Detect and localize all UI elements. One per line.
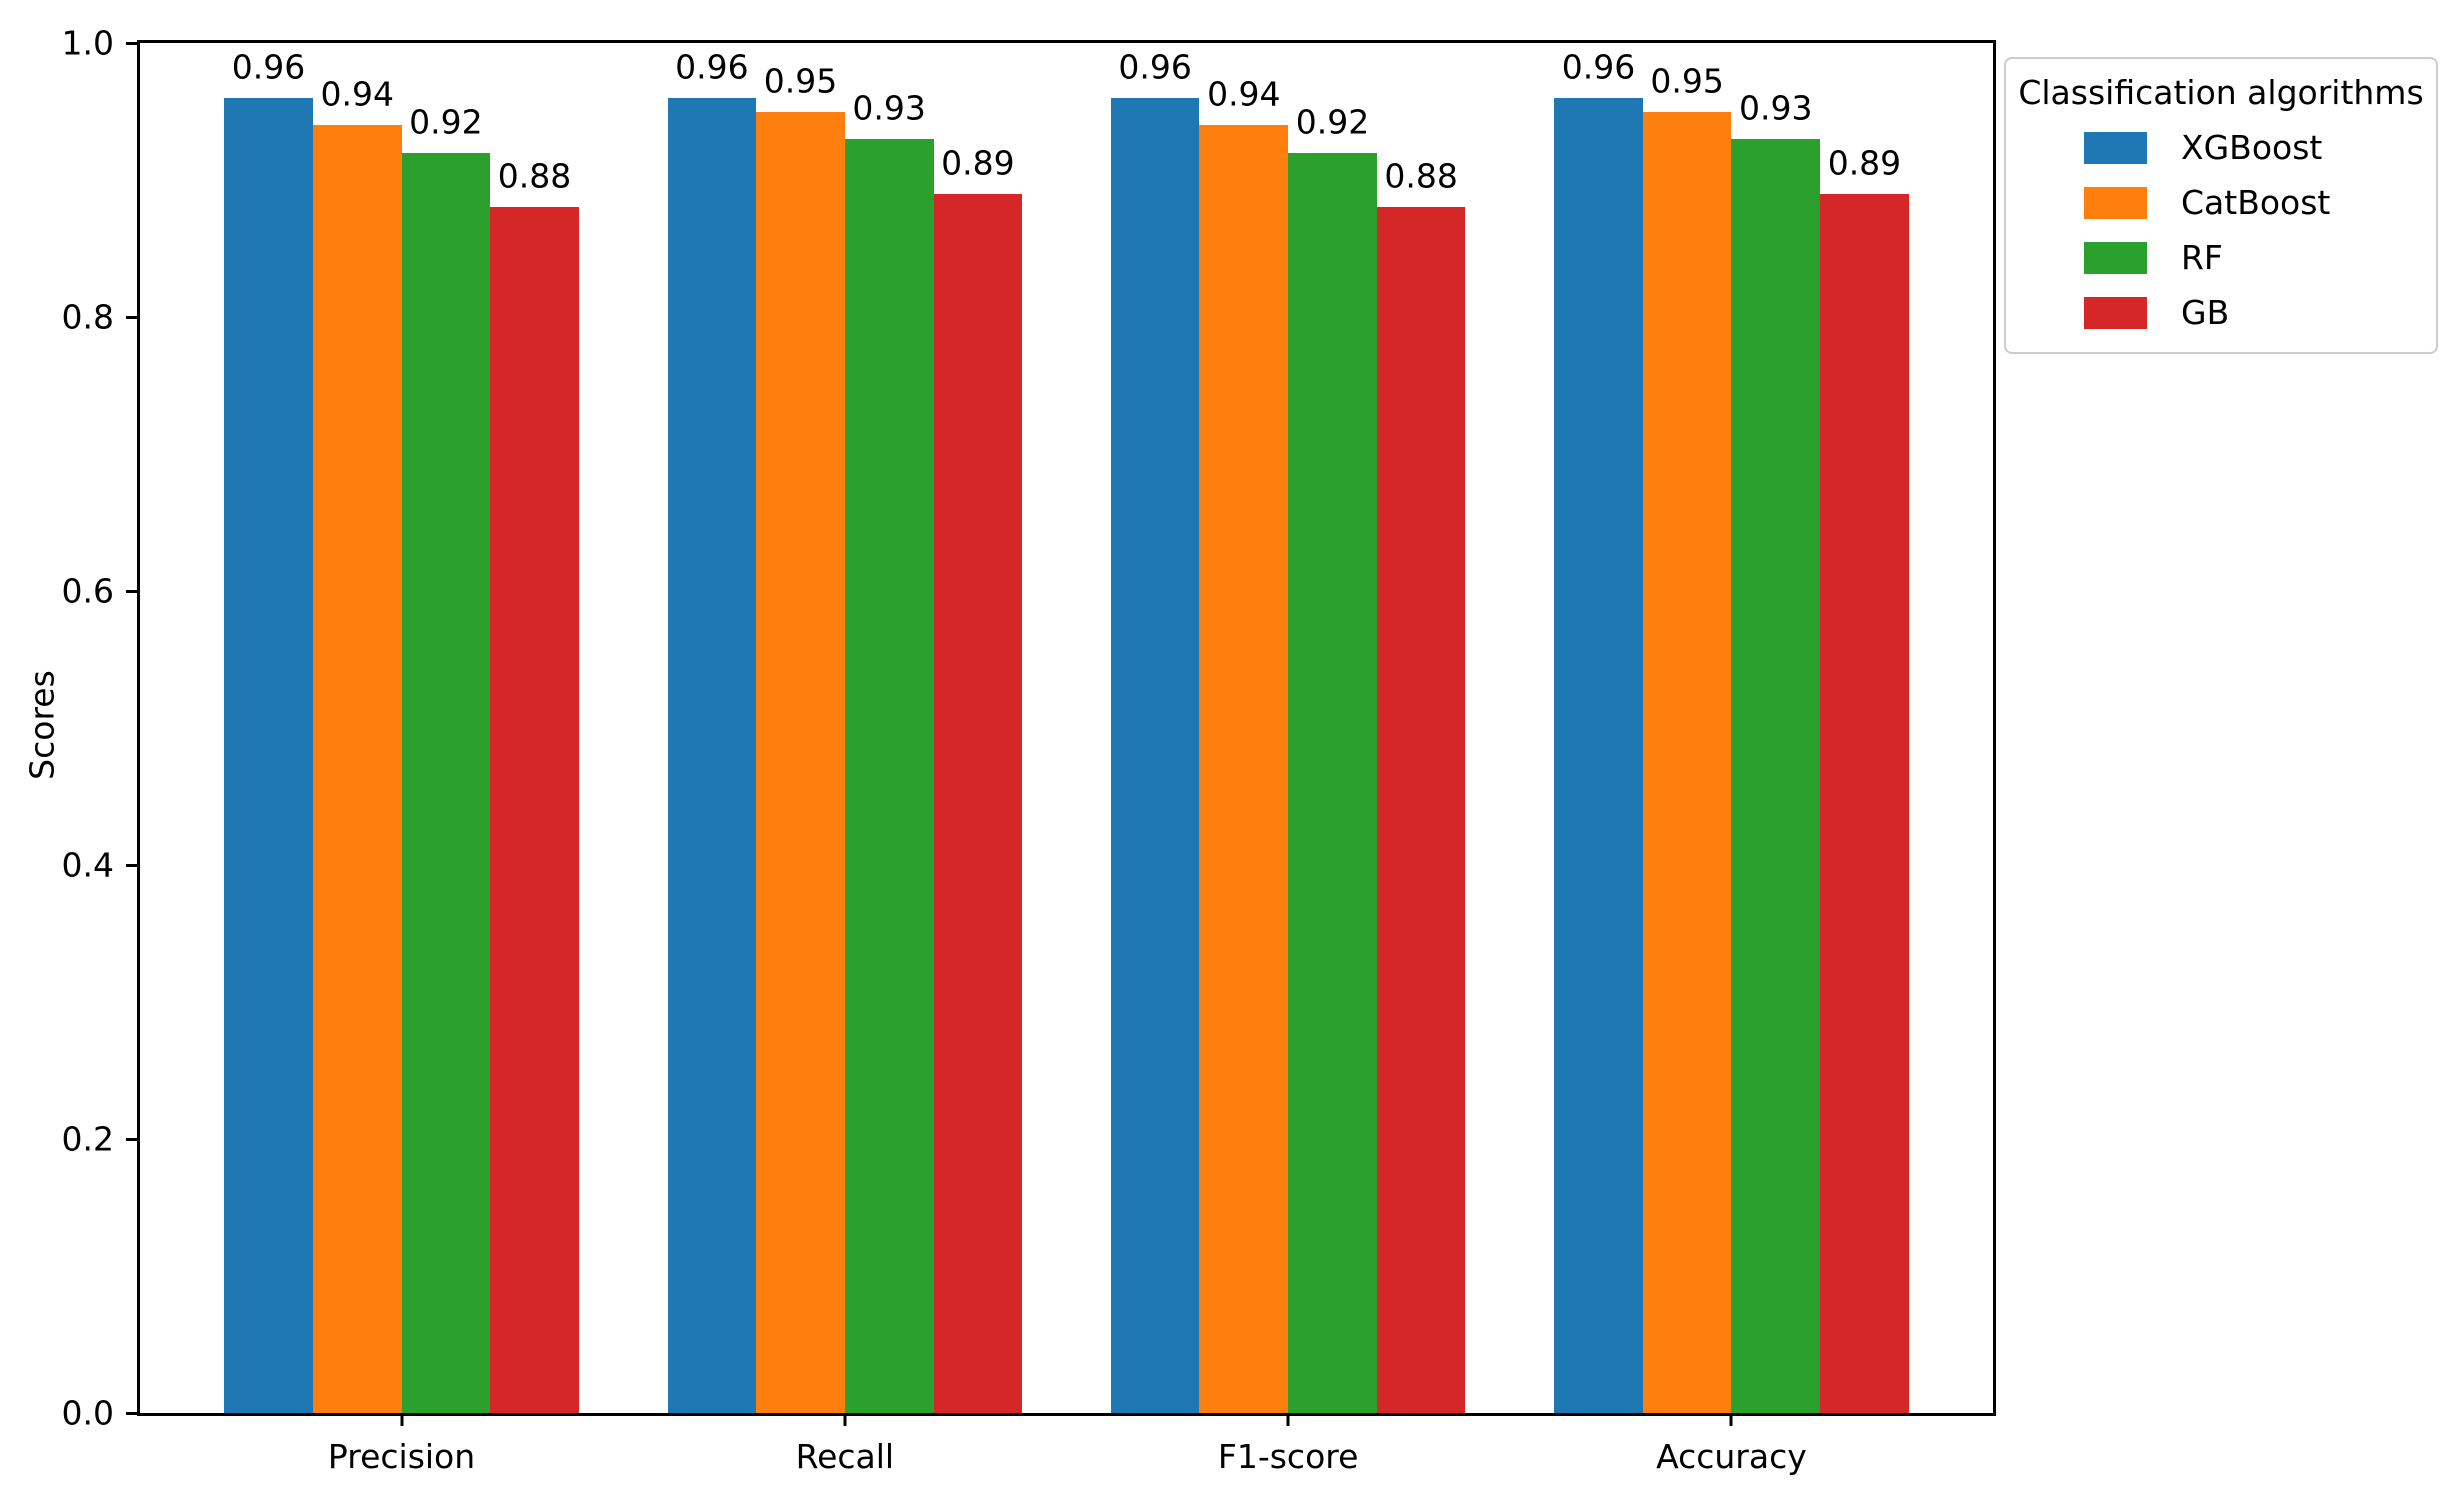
- bar-rf-precision: [401, 152, 491, 1413]
- x-category-label: Precision: [327, 1437, 476, 1476]
- x-tick-mark: [400, 1413, 404, 1426]
- bar-catboost-accuracy: [1642, 111, 1732, 1413]
- y-tick-label: 0.4: [61, 845, 114, 885]
- y-tick-label: 1.0: [61, 23, 114, 63]
- x-category-label: Recall: [795, 1437, 895, 1476]
- bar-gb-precision: [490, 207, 579, 1413]
- bar-value-label: 0.88: [1384, 157, 1458, 197]
- bar-value-label: 0.88: [497, 157, 572, 197]
- x-category-label: F1-score: [1217, 1437, 1359, 1476]
- legend-swatch-icon: [2084, 131, 2147, 164]
- bar-catboost-recall: [756, 111, 845, 1413]
- bar-value-label: 0.93: [1739, 88, 1813, 128]
- x-tick-mark: [843, 1413, 847, 1426]
- legend-swatch-icon: [2084, 186, 2147, 219]
- y-tick-mark: [126, 1411, 137, 1415]
- y-tick-mark: [126, 863, 137, 867]
- x-tick-mark: [1286, 1413, 1290, 1426]
- x-category-label: Accuracy: [1656, 1437, 1807, 1476]
- bar-gb-recall: [933, 193, 1023, 1413]
- y-tick-mark: [126, 315, 137, 319]
- legend-entry-label: CatBoost: [2181, 183, 2331, 222]
- y-tick-mark: [126, 41, 137, 45]
- bar-gb-accuracy: [1820, 193, 1909, 1413]
- bar-catboost-precision: [312, 125, 402, 1413]
- bar-gb-f1-score: [1376, 207, 1466, 1413]
- bar-xgboost-precision: [224, 97, 313, 1413]
- legend-swatch-icon: [2084, 241, 2147, 274]
- bar-xgboost-recall: [667, 97, 757, 1413]
- x-tick-mark: [1729, 1413, 1733, 1426]
- legend-entry-xgboost: XGBoost: [2018, 128, 2424, 167]
- y-tick-label: 0.6: [61, 571, 114, 611]
- bar-xgboost-accuracy: [1554, 97, 1643, 1413]
- y-tick-mark: [126, 589, 137, 593]
- legend: Classification algorithms XGBoost CatBoos…: [2004, 57, 2438, 354]
- bar-value-label: 0.92: [409, 102, 483, 142]
- bar-value-label: 0.96: [1561, 47, 1636, 87]
- bar-catboost-f1-score: [1199, 125, 1289, 1413]
- legend-entry-label: XGBoost: [2181, 128, 2323, 167]
- legend-entry-label: GB: [2181, 293, 2230, 332]
- bar-value-label: 0.95: [763, 61, 838, 101]
- legend-title: Classification algorithms: [2018, 73, 2424, 112]
- bar-value-label: 0.94: [320, 74, 394, 114]
- plot-area: 0.0 0.2 0.4 0.6 0.8 1.0 Precision 0.96 0.94 0.92 0…: [62, 24, 1996, 1476]
- legend-entry-rf: RF: [2018, 238, 2424, 277]
- y-tick-mark: [126, 1137, 137, 1141]
- bar-rf-accuracy: [1731, 138, 1821, 1413]
- bar-rf-recall: [844, 138, 934, 1413]
- bar-value-label: 0.95: [1650, 61, 1724, 101]
- bar-value-label: 0.96: [675, 47, 749, 87]
- legend-entry-gb: GB: [2018, 293, 2424, 332]
- y-tick-label: 0.2: [61, 1119, 114, 1159]
- legend-entry-label: RF: [2181, 238, 2223, 277]
- bar-xgboost-f1-score: [1110, 97, 1200, 1413]
- legend-swatch-icon: [2084, 296, 2147, 329]
- legend-entry-catboost: CatBoost: [2018, 183, 2424, 222]
- bar-value-label: 0.92: [1295, 102, 1370, 142]
- bar-value-label: 0.89: [1827, 143, 1902, 183]
- bar-value-label: 0.93: [852, 88, 926, 128]
- bar-value-label: 0.94: [1207, 74, 1281, 114]
- legend-entries: XGBoost CatBoost RF GB: [2018, 128, 2424, 332]
- bar-value-label: 0.89: [941, 143, 1015, 183]
- y-tick-label: 0.8: [61, 297, 114, 337]
- bar-value-label: 0.96: [231, 47, 306, 87]
- y-axis-label: Scores: [22, 670, 62, 780]
- bar-rf-f1-score: [1288, 152, 1377, 1413]
- y-tick-label: 0.0: [61, 1393, 114, 1433]
- bar-value-label: 0.96: [1118, 47, 1192, 87]
